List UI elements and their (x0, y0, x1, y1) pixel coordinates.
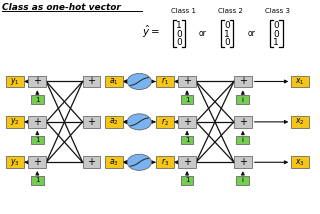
FancyBboxPatch shape (156, 116, 174, 128)
Text: 0: 0 (224, 38, 230, 47)
Text: $\hat{y}=$: $\hat{y}=$ (142, 23, 160, 40)
Text: $r_2$: $r_2$ (161, 116, 169, 128)
Text: i: i (242, 97, 244, 103)
FancyBboxPatch shape (156, 76, 174, 88)
FancyBboxPatch shape (28, 116, 46, 128)
Text: $r_3$: $r_3$ (161, 156, 169, 168)
FancyBboxPatch shape (181, 136, 194, 144)
Text: or: or (247, 29, 255, 38)
FancyBboxPatch shape (291, 116, 309, 128)
Text: 1: 1 (185, 97, 189, 103)
Text: $r_1$: $r_1$ (161, 76, 169, 87)
Text: Class 1: Class 1 (172, 8, 196, 14)
Text: $y_2$: $y_2$ (10, 116, 20, 127)
Text: +: + (87, 117, 95, 127)
Text: 1: 1 (224, 30, 230, 39)
Text: +: + (87, 157, 95, 167)
Text: Class as one-hot vector: Class as one-hot vector (2, 3, 121, 12)
Circle shape (127, 114, 151, 130)
Text: Class 3: Class 3 (265, 8, 290, 14)
FancyBboxPatch shape (291, 76, 309, 88)
Text: $x_3$: $x_3$ (295, 157, 305, 168)
Text: +: + (239, 157, 247, 167)
Text: or: or (199, 29, 207, 38)
FancyBboxPatch shape (105, 156, 123, 168)
FancyBboxPatch shape (83, 156, 100, 168)
FancyBboxPatch shape (6, 76, 24, 88)
Text: 0: 0 (273, 30, 279, 39)
Text: $a_2$: $a_2$ (109, 117, 119, 127)
FancyBboxPatch shape (236, 95, 249, 104)
Text: +: + (183, 157, 191, 167)
Text: +: + (33, 76, 41, 86)
Text: i: i (242, 137, 244, 143)
Text: +: + (33, 117, 41, 127)
FancyBboxPatch shape (28, 76, 46, 88)
Text: 1: 1 (35, 97, 40, 103)
Text: +: + (239, 117, 247, 127)
FancyBboxPatch shape (178, 116, 196, 128)
FancyBboxPatch shape (105, 116, 123, 128)
Text: $a_1$: $a_1$ (109, 76, 119, 87)
Text: 0: 0 (176, 38, 182, 47)
FancyBboxPatch shape (31, 176, 44, 185)
Text: 0: 0 (176, 30, 182, 39)
FancyBboxPatch shape (178, 156, 196, 168)
Circle shape (127, 73, 151, 90)
FancyBboxPatch shape (31, 95, 44, 104)
FancyBboxPatch shape (236, 136, 249, 144)
Text: 1: 1 (185, 137, 189, 143)
Text: 1: 1 (273, 38, 279, 47)
Text: +: + (33, 157, 41, 167)
Circle shape (127, 154, 151, 170)
Text: 0: 0 (273, 21, 279, 30)
FancyBboxPatch shape (6, 116, 24, 128)
FancyBboxPatch shape (291, 156, 309, 168)
FancyBboxPatch shape (83, 116, 100, 128)
Text: +: + (183, 117, 191, 127)
FancyBboxPatch shape (236, 176, 249, 185)
FancyBboxPatch shape (28, 156, 46, 168)
FancyBboxPatch shape (156, 156, 174, 168)
Text: $a_3$: $a_3$ (109, 157, 119, 168)
Text: $x_1$: $x_1$ (295, 76, 305, 87)
Text: 1: 1 (185, 177, 189, 183)
Text: +: + (87, 76, 95, 86)
FancyBboxPatch shape (234, 116, 252, 128)
Text: $x_2$: $x_2$ (295, 117, 305, 127)
FancyBboxPatch shape (181, 176, 194, 185)
Text: 1: 1 (35, 177, 40, 183)
FancyBboxPatch shape (105, 76, 123, 88)
FancyBboxPatch shape (178, 76, 196, 88)
Text: Class 2: Class 2 (218, 8, 243, 14)
Text: 1: 1 (176, 21, 182, 30)
FancyBboxPatch shape (234, 76, 252, 88)
Text: $y_3$: $y_3$ (10, 157, 20, 168)
Text: 1: 1 (35, 137, 40, 143)
Text: i: i (242, 177, 244, 183)
FancyBboxPatch shape (234, 156, 252, 168)
FancyBboxPatch shape (6, 156, 24, 168)
Text: +: + (239, 76, 247, 86)
Text: 0: 0 (224, 21, 230, 30)
FancyBboxPatch shape (83, 76, 100, 88)
FancyBboxPatch shape (181, 95, 194, 104)
FancyBboxPatch shape (31, 136, 44, 144)
Text: $y_1$: $y_1$ (10, 76, 20, 87)
Text: +: + (183, 76, 191, 86)
